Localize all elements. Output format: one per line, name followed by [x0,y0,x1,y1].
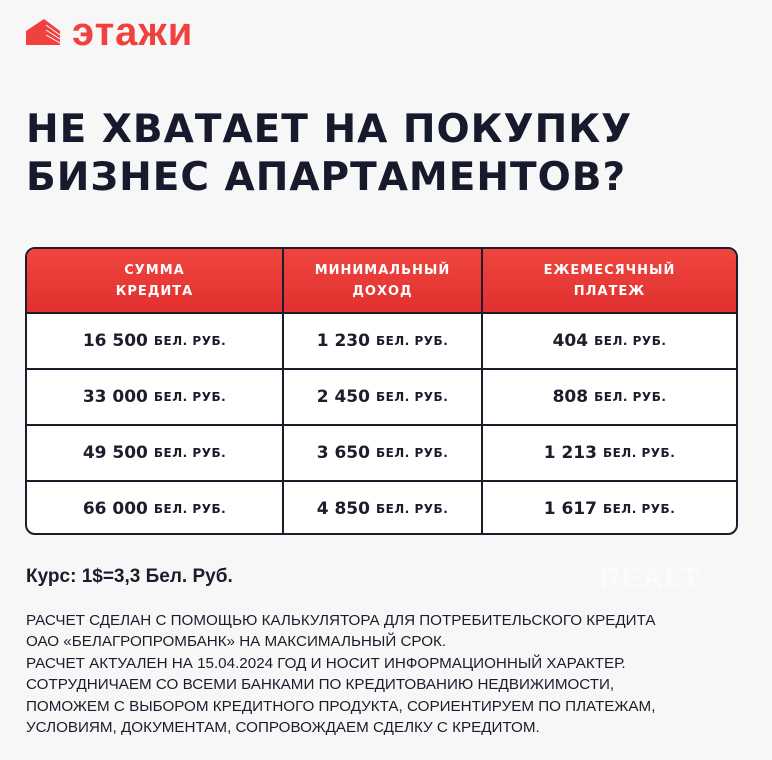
table-cell: 1 213 БЕЛ. РУБ. [543,443,676,463]
table-row: 33 000 БЕЛ. РУБ. 2 450 БЕЛ. РУБ. 808 БЕЛ. РУБ… [27,368,736,424]
exchange-rate: Курс: 1$=3,3 Бел. Руб. [26,566,233,587]
header-min-income: МИНИМАЛЬНЫЙ ДОХОД [284,249,483,312]
brand-name: этажи [72,10,194,54]
table-cell: 404 БЕЛ. РУБ. [552,331,667,351]
table-cell: 33 000 БЕЛ. РУБ. [27,370,284,424]
building-icon [26,19,61,45]
table-cell: 66 000 БЕЛ. РУБ. [27,482,284,533]
watermark: REALT [600,562,702,593]
table-cell: 4 850 БЕЛ. РУБ. [284,482,483,533]
note-line: ОАО «БЕЛАГРОПРОМБАНК» НА МАКСИМАЛЬНЫЙ СР… [26,633,447,651]
table-cell: 808 БЕЛ. РУБ. [552,387,667,407]
note-line: РАСЧЕТ СДЕЛАН С ПОМОЩЬЮ КАЛЬКУЛЯТОРА ДЛЯ… [26,612,656,629]
header-monthly-payment: ЕЖЕМЕСЯЧНЫЙ ПЛАТЕЖ [543,262,676,299]
table-row: 66 000 БЕЛ. РУБ. 4 850 БЕЛ. РУБ. 1 617 БЕЛ. Р… [27,480,736,533]
title-line: НЕ ХВАТАЕТ НА ПОКУПКУ [26,107,633,152]
table-cell: 1 230 БЕЛ. РУБ. [284,314,483,368]
credit-table: СУММА КРЕДИТА МИНИМАЛЬНЫЙ ДОХОД ЕЖЕМЕСЯЧНЫ… [25,247,738,535]
table-header: СУММА КРЕДИТА МИНИМАЛЬНЫЙ ДОХОД ЕЖЕМЕСЯЧНЫ… [27,249,736,312]
note-line: ПОМОЖЕМ С ВЫБОРОМ КРЕДИТНОГО ПРОДУКТА, С… [26,697,656,715]
table-cell: 16 500 БЕЛ. РУБ. [27,314,284,368]
table-cell: 3 650 БЕЛ. РУБ. [284,426,483,480]
brand-logo: этажи [24,12,193,52]
table-row: 49 500 БЕЛ. РУБ. 3 650 БЕЛ. РУБ. 1 213 БЕЛ. Р… [27,424,736,480]
table-cell: 1 617 БЕЛ. РУБ. [543,499,676,519]
note-line: УСЛОВИЯМ, ДОКУМЕНТАМ, СОПРОВОЖДАЕМ СДЕЛК… [26,719,540,737]
page-title: НЕ ХВАТАЕТ НА ПОКУПКУ БИЗНЕС АПАРТАМЕНТО… [26,106,632,202]
note-line: СОТРУДНИЧАЕМ СО ВСЕМИ БАНКАМИ ПО КРЕДИТО… [26,676,615,694]
header-loan-amount: СУММА КРЕДИТА [27,249,284,312]
table-row: 16 500 БЕЛ. РУБ. 1 230 БЕЛ. РУБ. 404 БЕЛ. РУБ… [27,312,736,368]
table-cell: 49 500 БЕЛ. РУБ. [27,426,284,480]
title-line: БИЗНЕС АПАРТАМЕНТОВ? [26,155,627,200]
note-line: РАСЧЕТ АКТУАЛЕН НА 15.04.2024 ГОД И НОСИ… [26,654,626,672]
disclaimer-notes: РАСЧЕТ СДЕЛАН С ПОМОЩЬЮ КАЛЬКУЛЯТОРА ДЛЯ… [26,610,655,738]
table-cell: 2 450 БЕЛ. РУБ. [284,370,483,424]
